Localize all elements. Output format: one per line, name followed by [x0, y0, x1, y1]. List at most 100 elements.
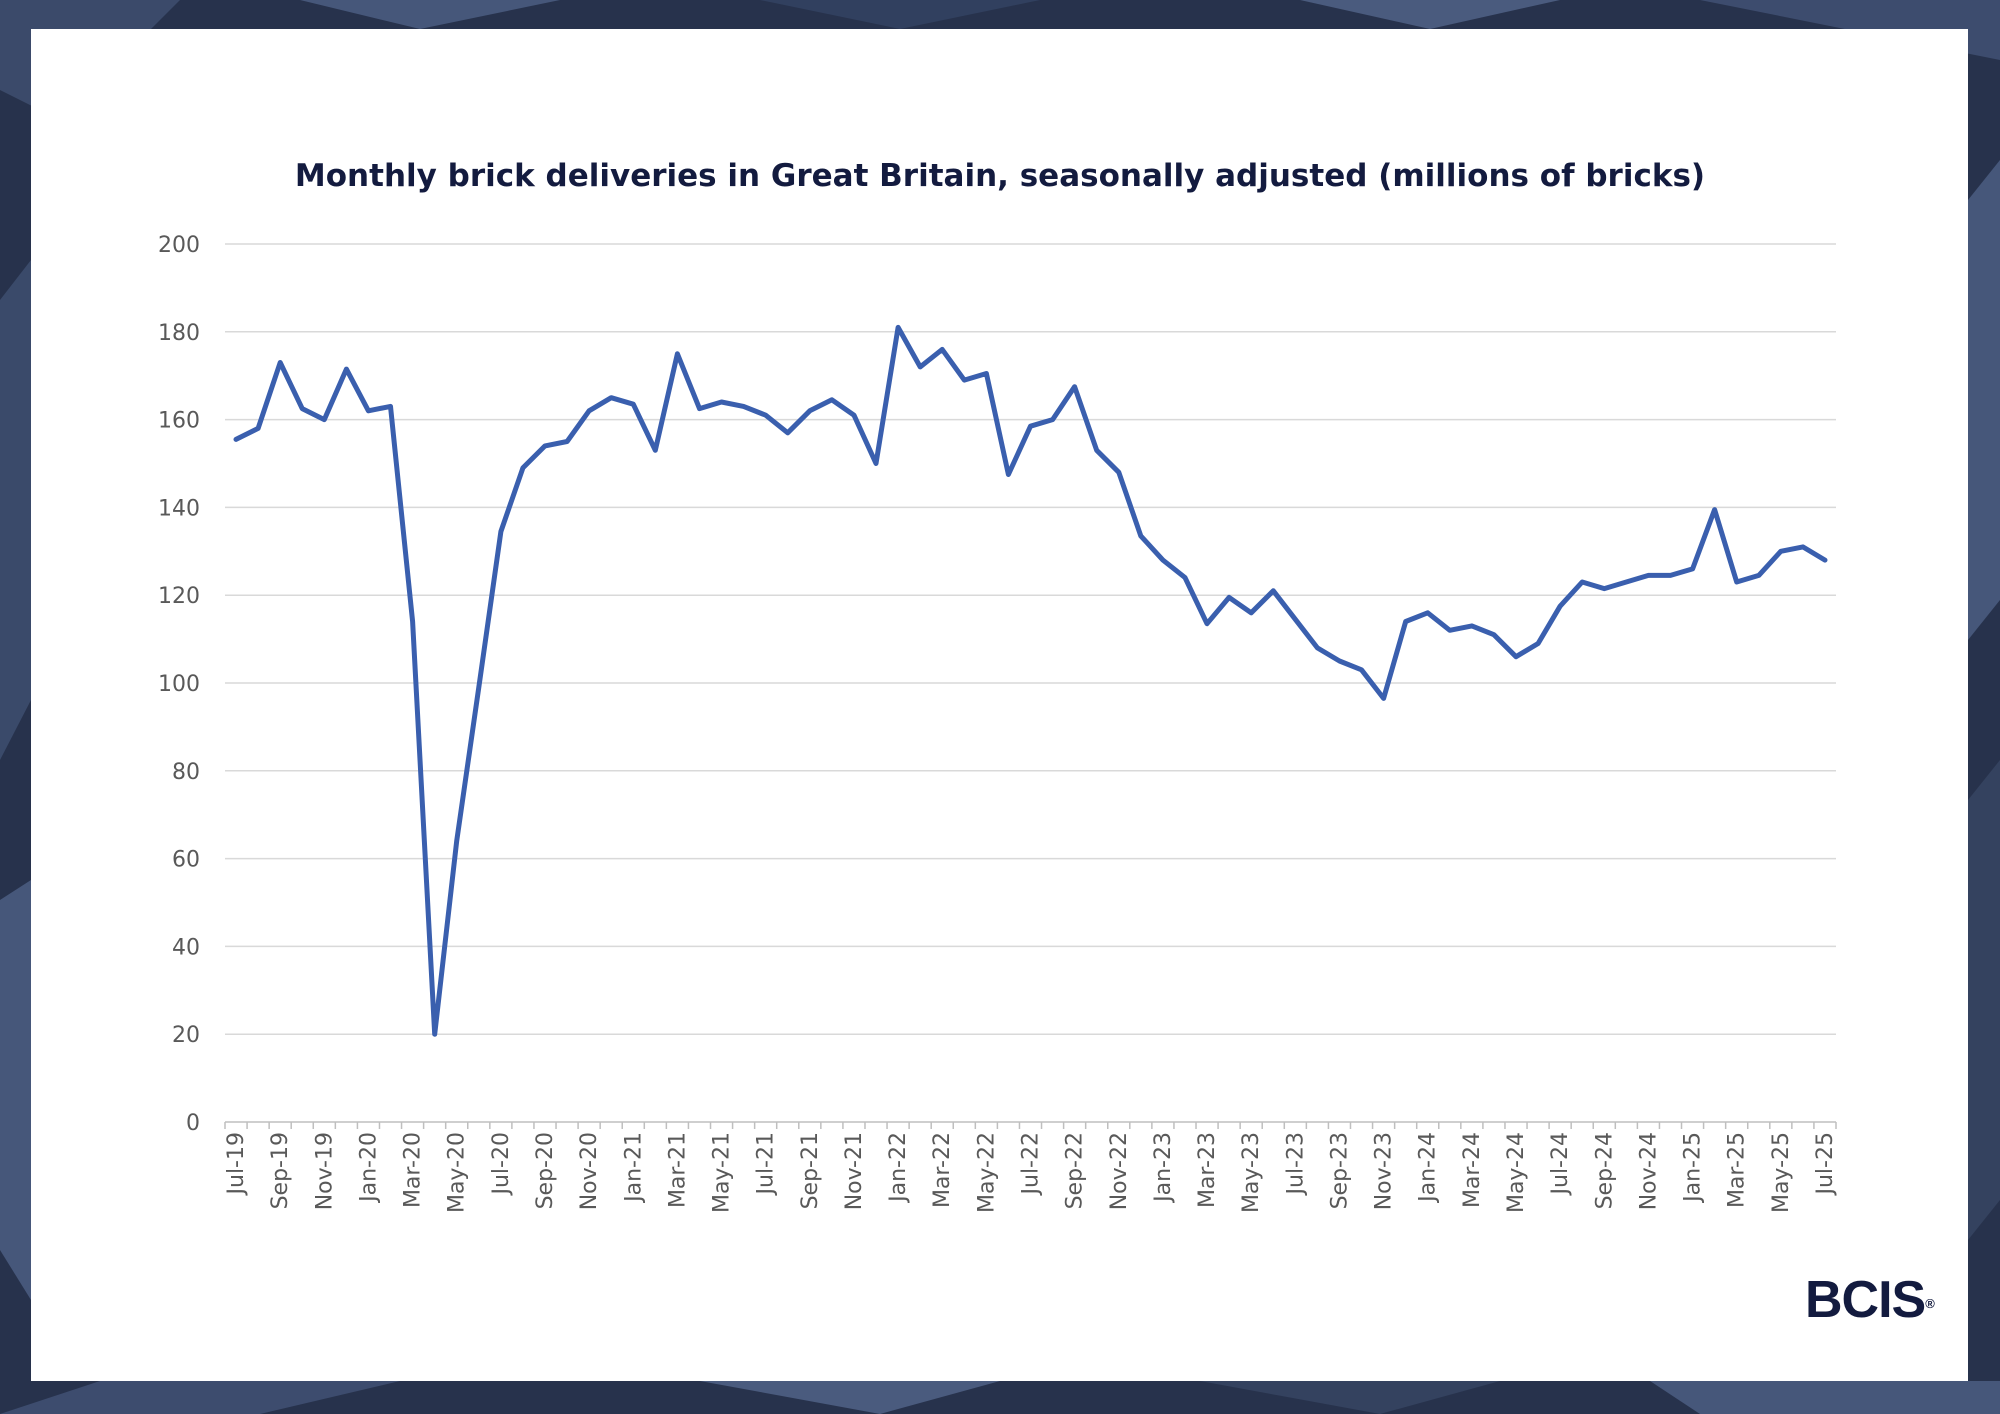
x-tick-label: May-22 — [974, 1132, 999, 1213]
x-tick-label: Jul-19 — [224, 1132, 249, 1196]
y-tick-label: 0 — [186, 1111, 200, 1136]
x-tick-label: Mar-21 — [665, 1132, 690, 1208]
data-point — [763, 413, 768, 418]
data-point — [520, 465, 525, 470]
data-point — [1624, 580, 1629, 585]
data-point — [1778, 549, 1783, 554]
data-point — [697, 406, 702, 411]
y-tick-label: 20 — [172, 1023, 200, 1048]
data-point — [256, 426, 261, 431]
y-tick-label: 200 — [158, 233, 200, 258]
y-tick-label: 40 — [172, 935, 200, 960]
data-point — [1536, 641, 1541, 646]
x-tick-label: Sep-24 — [1592, 1132, 1617, 1209]
x-tick-label: May-21 — [710, 1132, 735, 1213]
x-tick-label: Mar-22 — [930, 1132, 955, 1208]
data-point — [1160, 558, 1165, 563]
data-point — [1271, 588, 1276, 593]
data-point — [1712, 507, 1717, 512]
data-point — [1491, 632, 1496, 637]
x-tick-label: Sep-19 — [268, 1132, 293, 1209]
data-point — [962, 378, 967, 383]
x-tick-label: Nov-20 — [577, 1132, 602, 1210]
data-point — [1116, 470, 1121, 475]
x-axis: Jul-19 Sep-19 Nov-19 Jan-20 Mar-20 May-20 Jul-… — [224, 1121, 1838, 1213]
data-point — [300, 406, 305, 411]
x-tick-label: Sep-20 — [533, 1132, 558, 1209]
bcis-logo: BCIS® — [1805, 1271, 1935, 1329]
data-point — [432, 1032, 437, 1037]
data-point — [1558, 604, 1563, 609]
data-point — [1469, 623, 1474, 628]
data-point — [1293, 617, 1298, 622]
x-tick-label: Jan-21 — [621, 1132, 646, 1204]
x-tick-label: Jul-23 — [1283, 1132, 1308, 1196]
y-tick-label: 180 — [158, 321, 200, 346]
data-point — [785, 430, 790, 435]
data-point — [1072, 384, 1077, 389]
x-tick-label: Jul-24 — [1548, 1132, 1573, 1196]
y-tick-label: 60 — [172, 848, 200, 873]
data-point — [322, 417, 327, 422]
data-point — [1094, 448, 1099, 453]
chart-title: Monthly brick deliveries in Great Britai… — [294, 158, 1706, 194]
data-point — [984, 371, 989, 376]
x-tick-label: Sep-22 — [1063, 1132, 1088, 1209]
x-tick-label: May-23 — [1239, 1132, 1264, 1213]
data-point — [454, 839, 459, 844]
x-tick-label: Nov-23 — [1372, 1132, 1397, 1210]
x-tick-label: Mar-24 — [1460, 1132, 1485, 1208]
data-point — [874, 461, 879, 466]
x-tick-label: Jul-21 — [754, 1132, 779, 1196]
data-point — [1028, 424, 1033, 429]
x-tick-label: Nov-21 — [842, 1132, 867, 1210]
data-point — [1756, 573, 1761, 578]
chart-card — [31, 29, 1968, 1381]
data-point — [1646, 573, 1651, 578]
data-point — [1050, 417, 1055, 422]
data-point — [1359, 667, 1364, 672]
x-tick-label: Mar-20 — [401, 1132, 426, 1208]
data-point — [1580, 580, 1585, 585]
data-point — [1514, 654, 1519, 659]
data-point — [851, 413, 856, 418]
data-point — [1668, 573, 1673, 578]
data-point — [719, 400, 724, 405]
x-tick-label: Nov-19 — [312, 1132, 337, 1210]
x-tick-label: Jan-20 — [356, 1132, 381, 1204]
x-tick-label: Jan-22 — [886, 1132, 911, 1204]
data-point — [829, 397, 834, 402]
y-tick-label: 140 — [158, 496, 200, 521]
data-point — [1602, 586, 1607, 591]
x-tick-label: Sep-21 — [798, 1132, 823, 1209]
data-point — [918, 364, 923, 369]
data-point — [542, 443, 547, 448]
data-point — [1447, 628, 1452, 633]
x-tick-label: Jul-20 — [489, 1132, 514, 1196]
data-point — [1337, 659, 1342, 664]
x-tick-label: Nov-24 — [1636, 1132, 1661, 1210]
data-point — [940, 347, 945, 352]
data-point — [388, 404, 393, 409]
data-point — [1734, 580, 1739, 585]
gridlines — [225, 243, 1836, 1035]
x-tick-label: Jan-24 — [1416, 1132, 1441, 1204]
x-tick-label: Jan-25 — [1681, 1132, 1706, 1204]
y-tick-label: 80 — [172, 760, 200, 785]
data-point — [476, 685, 481, 690]
data-point — [1227, 595, 1232, 600]
y-tick-label: 100 — [158, 672, 200, 697]
x-tick-label: May-25 — [1769, 1132, 1794, 1213]
data-point — [807, 408, 812, 413]
y-tick-label: 120 — [158, 584, 200, 609]
data-point — [631, 402, 636, 407]
data-point — [896, 325, 901, 330]
data-point — [1425, 610, 1430, 615]
data-point — [1381, 696, 1386, 701]
data-point — [1403, 619, 1408, 624]
x-tick-label: Sep-23 — [1327, 1132, 1352, 1209]
x-tick-label: May-20 — [445, 1132, 470, 1213]
data-point — [1182, 575, 1187, 580]
data-point — [609, 395, 614, 400]
